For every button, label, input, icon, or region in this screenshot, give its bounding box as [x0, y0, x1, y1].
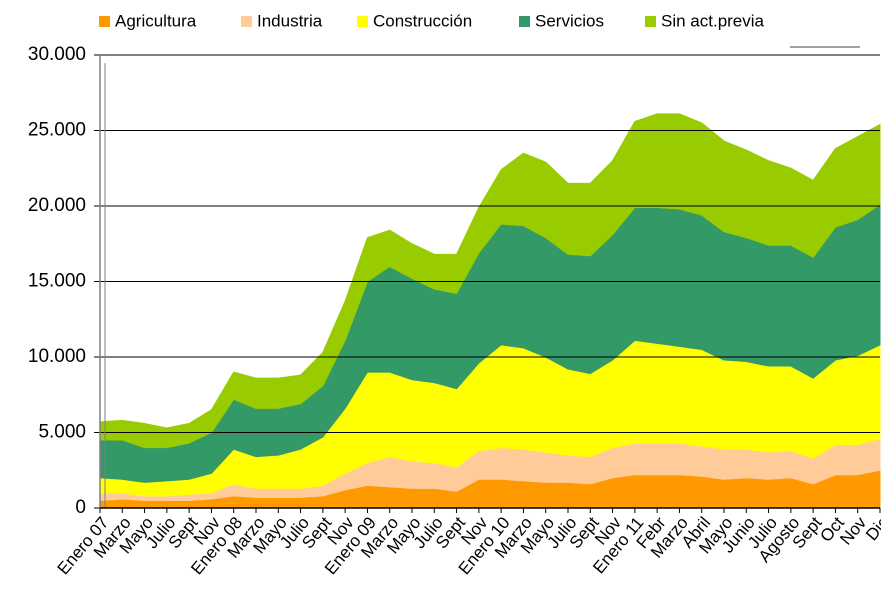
- legend-label: Servicios: [535, 11, 604, 30]
- y-tick-label: 20.000: [28, 195, 86, 216]
- legend-swatch: [645, 16, 656, 27]
- x-tick-label: Dic: [862, 513, 881, 544]
- y-tick-label: 15.000: [28, 271, 86, 292]
- y-tick-label: 10.000: [28, 346, 86, 367]
- legend: Agricultura Industria Construcción Servicio…: [99, 11, 765, 30]
- y-tick-label: 25.000: [28, 120, 86, 141]
- legend-label: Industria: [257, 11, 323, 30]
- legend-swatch: [99, 16, 110, 27]
- y-tick-label: 30.000: [28, 44, 86, 65]
- area: [99, 113, 881, 449]
- legend-label: Sin act.previa: [661, 11, 765, 30]
- legend-label: Agricultura: [115, 11, 197, 30]
- legend-label: Construcción: [373, 11, 472, 30]
- legend-swatch: [519, 16, 530, 27]
- legend-swatch: [241, 16, 252, 27]
- y-tick-label: 0: [75, 497, 86, 518]
- y-tick-label: 5.000: [38, 422, 86, 443]
- legend-swatch: [357, 16, 368, 27]
